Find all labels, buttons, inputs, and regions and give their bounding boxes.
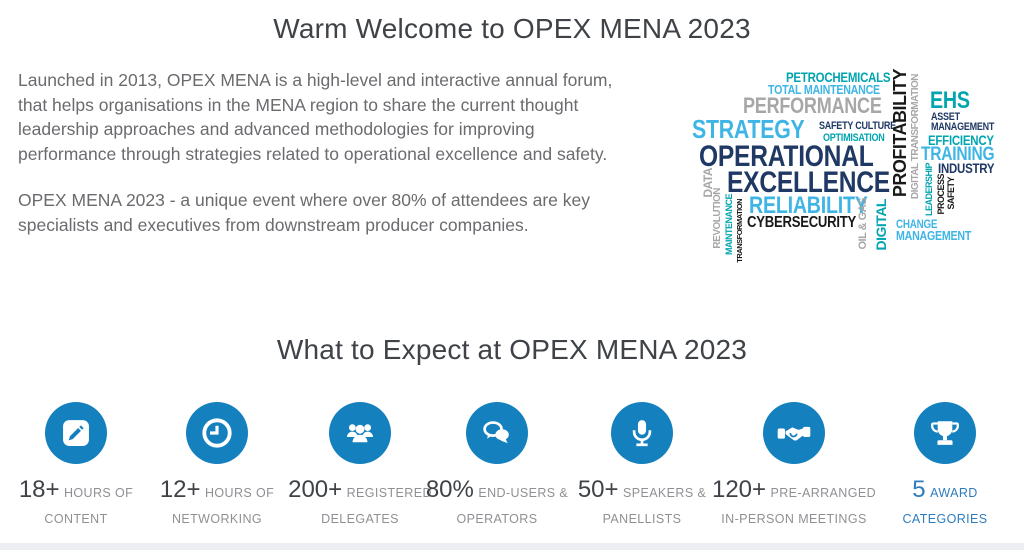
microphone-icon (624, 415, 660, 451)
stat-icon-circle (329, 402, 391, 464)
stat-label-line2: PANELLISTS (602, 512, 682, 526)
wordcloud-word: EHS (930, 87, 970, 114)
stat-icon-circle (45, 402, 107, 464)
stat-item-hours-of-content: 18+ HOURS OF CONTENT (0, 402, 171, 526)
stat-line-1: 12+ HOURS OF (122, 476, 312, 504)
pencil-icon (58, 415, 94, 451)
intro-paragraph-1: Launched in 2013, OPEX MENA is a high-le… (18, 70, 613, 164)
trophy-icon (927, 415, 963, 451)
wordcloud-word: CHANGE (896, 217, 938, 231)
stat-label-line2: NETWORKING (171, 512, 263, 526)
stat-value: 18+ (18, 476, 60, 503)
stat-item-award-categories: 5 AWARD CATEGORIES (850, 402, 1024, 526)
stats-row: 18+ HOURS OF CONTENT 12+ HOURS OF NETWORKIN… (0, 402, 1024, 532)
users-icon (342, 415, 378, 451)
stat-label-line1: REGISTERED (346, 486, 432, 500)
stat-line-1: 50+ SPEAKERS & (547, 476, 737, 504)
stat-value: 80% (425, 476, 474, 503)
wordcloud-word: OIL & GAS (857, 198, 869, 250)
stat-label-line1: AWARD (930, 486, 978, 500)
wordcloud-word: PERFORMANCE (743, 93, 882, 118)
stat-label-line1: SPEAKERS & (622, 486, 707, 500)
wordcloud-word: PETROCHEMICALS (786, 69, 891, 85)
stat-item-hours-of-networking: 12+ HOURS OF NETWORKING (122, 402, 312, 526)
wordcloud-word: REVOLUTION (712, 188, 723, 249)
wordcloud-word: TOTAL MAINTENANCE (768, 82, 880, 97)
wordcloud-word: INDUSTRY (938, 160, 995, 176)
stat-label-line2: OPERATORS (456, 512, 538, 526)
stat-line-1: 80% END-USERS & (402, 476, 592, 504)
wordcloud-word: MAINTENANCE (724, 194, 734, 255)
wordcloud-word: OPTIMISATION (823, 132, 885, 144)
stat-label-line2: CATEGORIES (902, 512, 988, 526)
wordcloud-word: ASSET (931, 111, 960, 123)
chat-bubbles-icon (479, 415, 515, 451)
stat-label-line2: IN-PERSON MEETINGS (721, 512, 867, 526)
welcome-title: Warm Welcome to OPEX MENA 2023 (273, 13, 751, 44)
stat-icon-circle (611, 402, 673, 464)
wordcloud-word: DIGITAL TRANSFORMATION (910, 74, 921, 200)
stat-label-line1: PRE-ARRANGED (770, 486, 877, 500)
handshake-icon (776, 415, 812, 451)
wordcloud-image: PETROCHEMICALS TOTAL MAINTENANCE PERFORMAN… (690, 62, 1020, 264)
intro-text-block: Launched in 2013, OPEX MENA is a high-le… (18, 68, 683, 237)
wordcloud-word: CYBERSECURITY (747, 214, 857, 231)
stat-label-line2: DELEGATES (321, 512, 399, 526)
stat-value: 200+ (288, 476, 343, 503)
stat-label-line2: CONTENT (44, 512, 108, 526)
wordcloud-word: TRAINING (921, 144, 995, 165)
wordcloud-word: MANAGEMENT (896, 228, 972, 243)
stat-label-line1: HOURS OF (204, 486, 275, 500)
stat-line-1: 18+ HOURS OF (0, 476, 171, 504)
expect-title: What to Expect at OPEX MENA 2023 (276, 334, 748, 365)
stat-value: 5 (912, 476, 926, 503)
stat-icon-circle (466, 402, 528, 464)
wordcloud-word: MANAGEMENT (931, 121, 995, 133)
stat-value: 12+ (159, 476, 201, 503)
wordcloud-word: TRANSFORMATION (735, 199, 744, 263)
wordcloud-word: PROFITABILITY (890, 69, 910, 198)
stat-value: 120+ (711, 476, 767, 503)
intro-paragraph-2: OPEX MENA 2023 - a unique event where ov… (18, 190, 591, 235)
stat-icon-circle (914, 402, 976, 464)
wordcloud-word: RELIABILITY (749, 192, 868, 219)
stat-item-end-users-operators: 80% END-USERS & OPERATORS (402, 402, 592, 526)
wordcloud-word: SAFETY (946, 177, 956, 210)
stat-item-speakers-panellists: 50+ SPEAKERS & PANELLISTS (547, 402, 737, 526)
wordcloud-word: SAFETY CULTURE (819, 120, 896, 132)
wordcloud-word: OPERATIONAL (699, 140, 874, 173)
stat-label-line1: HOURS OF (63, 486, 134, 500)
bottom-divider (0, 543, 1024, 550)
wordcloud-word: EXCELLENCE (727, 166, 890, 199)
stat-icon-circle (763, 402, 825, 464)
stat-label-line1: END-USERS & (478, 486, 569, 500)
clock-icon (199, 415, 235, 451)
stat-item-pre-arranged-meetings: 120+ PRE-ARRANGED IN-PERSON MEETINGS (699, 402, 889, 526)
stat-icon-circle (186, 402, 248, 464)
stat-value: 50+ (577, 476, 619, 503)
wordcloud-word: STRATEGY (692, 114, 805, 144)
wordcloud-word: DIGITAL (873, 199, 889, 251)
stat-line-1: 200+ REGISTERED (265, 476, 455, 504)
stat-item-registered-delegates: 200+ REGISTERED DELEGATES (265, 402, 455, 526)
wordcloud-word: PROCESS (936, 174, 946, 215)
stat-line-1: 120+ PRE-ARRANGED (699, 476, 889, 504)
wordcloud-word: LEADERSHIP (924, 163, 934, 217)
wordcloud-word: EFFICIENCY (928, 132, 994, 148)
stat-line-1: 5 AWARD (850, 476, 1024, 504)
